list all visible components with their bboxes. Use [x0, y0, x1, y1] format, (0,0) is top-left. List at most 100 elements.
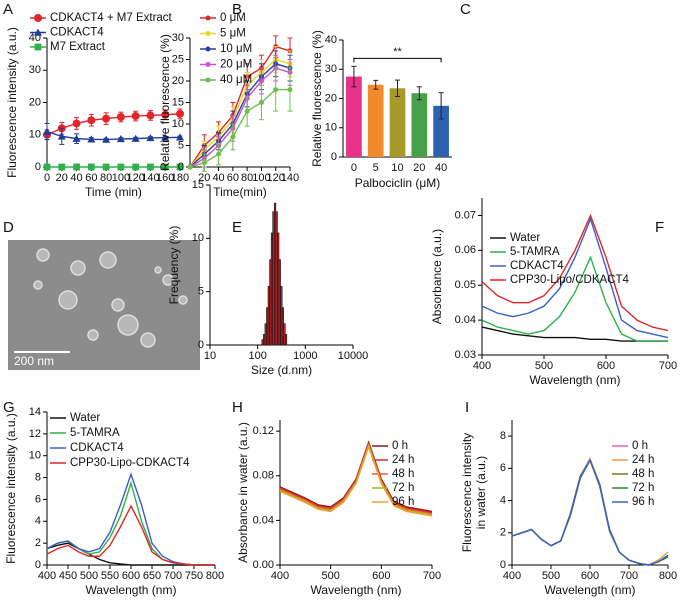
y-tick-label: 2 [500, 527, 506, 539]
legend-label: M7 Extract [50, 41, 106, 53]
series-line [46, 480, 215, 566]
y-tick-label: 10 [325, 122, 337, 134]
x-tick-label: 0 [351, 162, 357, 174]
y-tick-label: 20 [29, 96, 41, 108]
y-axis-label: Relative fluorescence (%) [158, 34, 172, 171]
y-tick-label: 0 [35, 559, 41, 571]
x-axis-label: Palbociclin (μM) [355, 176, 441, 190]
data-point [287, 87, 293, 93]
series-line [46, 472, 215, 566]
y-tick-label: 4 [35, 515, 41, 527]
y-tick-label: 6 [500, 462, 506, 474]
legend-marker [205, 15, 211, 21]
legend-label: CDKACT4 [50, 27, 104, 39]
x-tick-label: 600 [372, 570, 390, 582]
data-point [132, 163, 140, 171]
data-point [57, 132, 66, 140]
y-tick-label: 0 [198, 339, 204, 351]
x-tick-label: 800 [659, 570, 677, 582]
data-point [161, 163, 169, 171]
x-tick-label: 650 [143, 570, 161, 582]
bar [411, 93, 428, 157]
vesicle [99, 251, 117, 269]
x-tick-label: 100 [112, 172, 130, 184]
y-axis-label: Relative fluorescence (%) [310, 30, 324, 167]
y-tick-label: 30 [29, 64, 41, 76]
y-tick-label: 0.08 [253, 470, 274, 482]
y-tick-label: 0.04 [253, 514, 274, 526]
vesicle [36, 248, 50, 262]
y-tick-label: 20 [172, 75, 184, 87]
y-tick-label: 0 [331, 151, 337, 163]
x-tick-label: 60 [85, 172, 97, 184]
y-tick-label: 0.00 [253, 559, 274, 571]
x-tick-label: 500 [80, 570, 98, 582]
y-axis-label: Fluorescence intensity (a.u.) [5, 27, 19, 178]
data-point [161, 110, 170, 119]
vesicle [70, 260, 86, 276]
y-tick-label: 10 [192, 232, 204, 244]
legend-label: 5-TAMRA [70, 427, 120, 439]
data-point [117, 163, 125, 171]
x-axis-label: Time (min) [85, 185, 142, 199]
x-tick-label: 500 [535, 360, 553, 372]
panel-label: G [3, 399, 15, 416]
x-tick-label: 600 [597, 360, 615, 372]
x-tick-label: 40 [435, 162, 447, 174]
legend-label: Water [510, 232, 540, 244]
series-line [481, 213, 669, 332]
x-tick-label: 550 [101, 570, 119, 582]
y-axis-label: Frequency (%) [167, 226, 181, 305]
x-axis-label: Wavelength (nm) [530, 373, 621, 387]
legend-marker [34, 14, 42, 22]
x-tick-label: 400 [503, 570, 521, 582]
data-point [230, 134, 236, 140]
bar [389, 88, 406, 157]
panel-label: D [3, 219, 14, 236]
legend-label: 96 h [392, 496, 414, 508]
series-line [511, 458, 669, 566]
legend-label: 40 μM [220, 74, 252, 86]
y-tick-label: 5 [198, 286, 204, 298]
x-tick-label: 20 [56, 172, 68, 184]
x-tick-label: 140 [141, 172, 159, 184]
x-tick-label: 450 [59, 570, 77, 582]
histogram-bar [284, 334, 288, 346]
y-tick-label: 40 [325, 34, 337, 46]
data-point [73, 163, 80, 171]
data-point [146, 111, 155, 120]
significance-bracket [353, 57, 442, 63]
x-tick-label: 400 [38, 570, 56, 582]
series-line [189, 67, 291, 168]
y-tick-label: 0.05 [455, 279, 476, 291]
y-tick-label: 0.06 [455, 244, 476, 256]
panel-label: B [232, 1, 242, 18]
legend-label: 96 h [632, 496, 654, 508]
data-point [102, 114, 111, 123]
data-point [72, 134, 81, 142]
legend-label: 48 h [392, 468, 414, 480]
panel-label: H [232, 399, 243, 416]
legend-label: 0 h [392, 440, 408, 452]
series-line [189, 63, 291, 168]
series-line [189, 88, 290, 168]
y-tick-label: 15 [192, 179, 204, 191]
y-tick-label: 25 [172, 53, 184, 65]
vesicle [111, 298, 125, 312]
data-point [176, 163, 184, 171]
vesicle [33, 280, 43, 290]
series-line [46, 504, 215, 566]
series-line [189, 45, 291, 168]
bar [346, 76, 362, 157]
x-tick-label: 10 [391, 162, 403, 174]
series-line [481, 255, 668, 342]
legend-label: 48 h [632, 468, 654, 480]
panel-label: C [460, 1, 471, 18]
data-point [187, 164, 193, 170]
series-line [46, 113, 181, 136]
x-tick-label: 180 [171, 172, 189, 184]
y-tick-label: 30 [172, 32, 184, 44]
x-tick-label: 80 [100, 172, 112, 184]
legend-marker [34, 28, 42, 36]
data-point [176, 133, 184, 141]
